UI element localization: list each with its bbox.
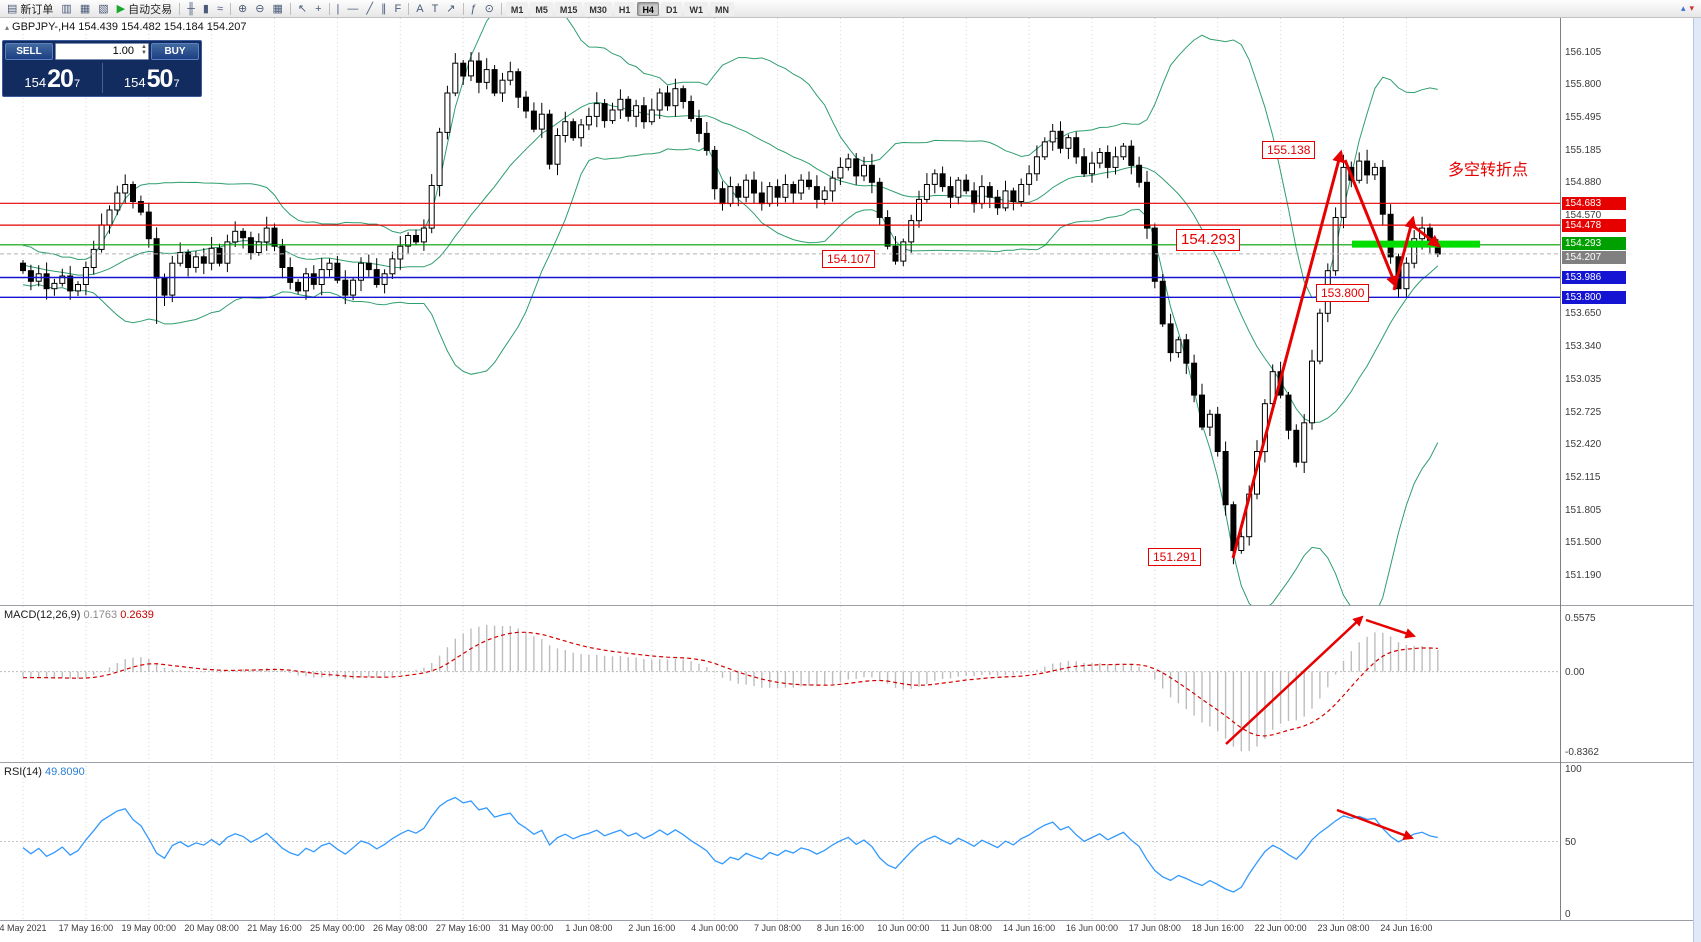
chart-shift-icon[interactable]: ▾ [1689, 3, 1694, 13]
crosshair-icon: + [315, 2, 322, 15]
price-annotation[interactable]: 154.107 [822, 250, 876, 268]
candlestick-chart-icon[interactable]: ▮ [199, 1, 213, 17]
zoom-out-icon: ⊖ [255, 2, 265, 15]
rsi-pane-label: RSI(14) 49.8090 [4, 766, 85, 778]
macd-pane-label: MACD(12,26,9) 0.1763 0.2639 [4, 609, 154, 621]
line-chart-icon[interactable]: ≈ [213, 1, 227, 17]
high-value: 154.482 [121, 21, 161, 33]
new-order-icon: ▤ [7, 2, 18, 15]
text-label-icon[interactable]: T [428, 1, 443, 17]
toolbar-separator [230, 2, 231, 15]
cursor-icon: ↖ [297, 2, 308, 15]
timeframe-button-m5[interactable]: M5 [530, 1, 553, 16]
trendline-icon: ╱ [366, 2, 373, 15]
window-scrollbar[interactable] [1693, 18, 1701, 942]
line-chart-icon: ≈ [216, 2, 223, 15]
spin-down-icon[interactable]: ▼ [141, 50, 147, 56]
price-annotation[interactable]: 151.291 [1148, 548, 1202, 566]
market-watch-icon[interactable]: ▥ [57, 1, 75, 17]
timeframe-button-h4[interactable]: H4 [637, 1, 659, 16]
lot-value: 1.00 [112, 45, 134, 57]
symbol-label: GBPJPY-,H4 [12, 21, 76, 33]
buy-button[interactable]: BUY [151, 43, 199, 60]
one-click-toggle-icon[interactable]: ▴ [5, 23, 10, 32]
crosshair-icon[interactable]: + [311, 1, 325, 17]
timeframe-button-m30[interactable]: M30 [584, 1, 612, 16]
timeframe-button-m15[interactable]: M15 [554, 1, 583, 16]
fibonacci-icon[interactable]: F [390, 1, 405, 17]
close-value: 154.207 [206, 21, 247, 33]
autotrading-icon: ▶ [116, 2, 126, 15]
new-order-button-label: 新订单 [20, 3, 54, 16]
toolbar: ▤ 新订单 ▥ ▦ ▧ ▶ 自动交易 ╫ ▮ ≈ ⊕ ⊖ ▦ ↖ + | ― ╱ ∥ F A T ↗ ƒ ⊙ M1 M5 M15 M30… [0, 0, 1701, 18]
horizontal-line-icon: ― [347, 2, 359, 15]
zoom-out-icon[interactable]: ⊖ [251, 1, 268, 17]
market-watch-icon: ▥ [61, 2, 72, 15]
navigator-icon: ▧ [98, 2, 109, 15]
navigator-icon[interactable]: ▧ [94, 1, 112, 17]
chart-scroll-icon[interactable]: ▴ [1680, 3, 1686, 13]
buy-price[interactable]: 154 50 7 [123, 64, 180, 93]
arrow-tools-icon[interactable]: ↗ [442, 1, 459, 17]
tile-windows-icon: ▦ [272, 2, 283, 15]
equidistant-channel-icon[interactable]: ∥ [377, 1, 391, 17]
arrow-tools-icon: ↗ [446, 2, 456, 15]
indicators-icon: ƒ [470, 2, 477, 15]
equidistant-channel-icon: ∥ [380, 2, 387, 15]
spin-up-icon[interactable]: ▲ [141, 44, 147, 50]
lot-spinner[interactable]: ▲ ▼ [141, 44, 147, 56]
cursor-icon[interactable]: ↖ [294, 1, 311, 17]
toolbar-separator [328, 2, 330, 15]
one-click-trading-panel: SELL 1.00 ▲ ▼ BUY 154 20 7 154 50 7 [2, 40, 202, 97]
new-order-button[interactable]: ▤ 新订单 [3, 1, 57, 17]
tile-windows-icon[interactable]: ▦ [268, 1, 286, 17]
price-divider [101, 63, 103, 93]
price-annotation[interactable]: 154.293 [1176, 229, 1241, 251]
autotrading-button-label: 自动交易 [128, 3, 173, 16]
toolbar-separator [179, 2, 181, 15]
timeframe-button-h1[interactable]: H1 [613, 1, 636, 16]
symbol-ohlc-bar: ▴ GBPJPY-,H4 154.439 154.482 154.184 154.… [5, 21, 247, 33]
text-label-icon: T [431, 2, 439, 15]
open-value: 154.439 [78, 21, 119, 33]
vertical-line-icon[interactable]: | [333, 1, 344, 17]
sell-price[interactable]: 154 20 7 [24, 64, 81, 93]
text-icon: A [416, 2, 424, 15]
zoom-in-icon: ⊕ [238, 2, 248, 15]
sell-button[interactable]: SELL [5, 43, 53, 60]
price-annotation[interactable]: 155.138 [1262, 141, 1316, 159]
indicators-icon[interactable]: ƒ [467, 1, 481, 17]
zoom-in-icon[interactable]: ⊕ [234, 1, 251, 17]
trendline-icon[interactable]: ╱ [362, 1, 377, 17]
fibonacci-icon: F [394, 2, 402, 15]
lot-size-input[interactable]: 1.00 ▲ ▼ [55, 43, 149, 60]
data-window-icon[interactable]: ▦ [76, 1, 94, 17]
timeframe-button-mn[interactable]: MN [709, 1, 734, 16]
autotrading-button[interactable]: ▶ 自动交易 [113, 1, 176, 17]
toolbar-right-icons: ▴ ▾ [1681, 3, 1698, 14]
vertical-line-icon: | [336, 2, 340, 15]
toolbar-separator [500, 2, 502, 15]
text-icon[interactable]: A [412, 1, 427, 17]
toolbar-items: ▤ 新订单 ▥ ▦ ▧ ▶ 自动交易 ╫ ▮ ≈ ⊕ ⊖ ▦ ↖ + | ― ╱ ∥ F A T ↗ ƒ ⊙ M1 M5 M15 M30… [3, 1, 735, 17]
data-window-icon: ▦ [79, 2, 91, 15]
toolbar-separator [289, 2, 291, 15]
horizontal-line-icon[interactable]: ― [343, 1, 362, 17]
bar-chart-icon[interactable]: ╫ [183, 1, 199, 17]
bar-chart-icon: ╫ [187, 2, 195, 15]
low-value: 154.184 [163, 21, 204, 33]
timeframe-button-d1[interactable]: D1 [660, 1, 683, 16]
toolbar-separator [408, 2, 410, 15]
timeframe-button-w1[interactable]: W1 [684, 1, 708, 16]
candlestick-chart-icon: ▮ [202, 2, 209, 15]
periods-icon: ⊙ [484, 2, 494, 15]
toolbar-separator [462, 2, 464, 15]
periods-icon[interactable]: ⊙ [481, 1, 498, 17]
price-annotation[interactable]: 153.800 [1316, 284, 1370, 302]
timeframe-button-m1[interactable]: M1 [505, 1, 529, 16]
